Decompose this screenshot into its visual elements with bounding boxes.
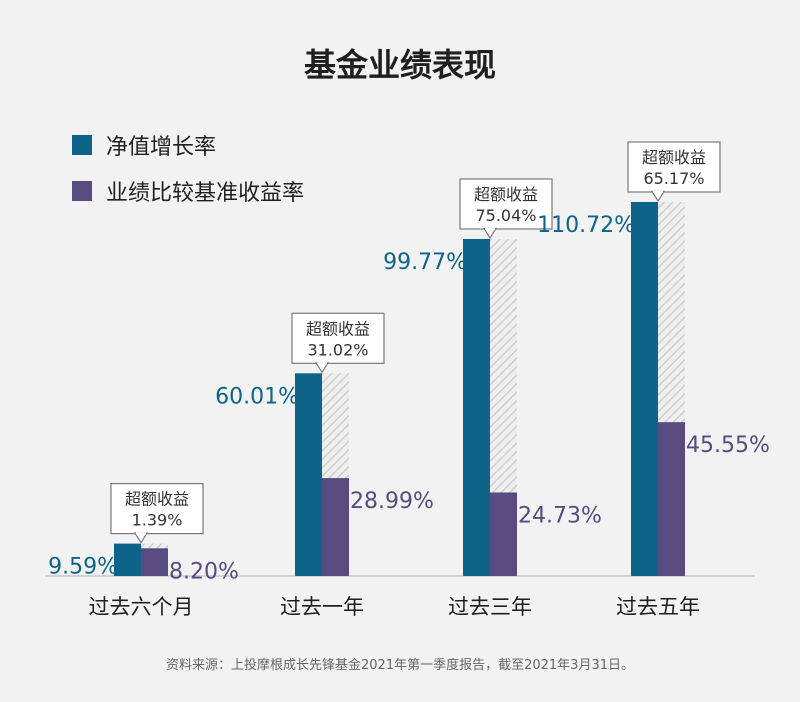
excess-callout-box (291, 312, 385, 364)
fund-value-label: 110.72% (537, 213, 635, 238)
excess-callout-title: 超额收益 (474, 185, 538, 204)
excess-hatch (658, 202, 685, 423)
fund-bar (463, 238, 490, 576)
fund-bar (114, 543, 141, 576)
fund-bar (295, 373, 322, 576)
excess-callout-title: 超额收益 (306, 319, 370, 338)
benchmark-bar (490, 492, 517, 576)
benchmark-bar (141, 548, 168, 576)
excess-callout-value: 65.17% (643, 169, 704, 188)
category-label: 过去六个月 (89, 595, 194, 619)
benchmark-value-label: 24.73% (518, 503, 602, 528)
legend-swatch-fund (72, 135, 92, 155)
excess-callout-value: 31.02% (307, 340, 368, 359)
excess-callout-title: 超额收益 (642, 148, 706, 167)
category-label: 过去五年 (616, 595, 700, 619)
excess-hatch (141, 543, 168, 549)
source-note: 资料来源：上投摩根成长先锋基金2021年第一季度报告，截至2021年3月31日。 (166, 658, 634, 673)
excess-callout-box (459, 178, 553, 230)
benchmark-bar (658, 422, 685, 576)
chart-title: 基金业绩表现 (303, 46, 496, 84)
fund-value-label: 99.77% (383, 250, 467, 275)
excess-callout-box (110, 483, 204, 535)
excess-hatch (322, 373, 349, 479)
legend: 净值增长率 业绩比较基准收益率 (72, 122, 304, 214)
excess-callout-box (627, 141, 721, 193)
benchmark-value-label: 45.55% (686, 433, 770, 458)
benchmark-value-label: 8.20% (169, 559, 239, 584)
fund-bar (631, 202, 658, 576)
benchmark-bar (322, 478, 349, 576)
category-label: 过去三年 (448, 595, 532, 619)
legend-swatch-benchmark (72, 181, 92, 201)
excess-hatch (490, 238, 517, 493)
excess-callout-value: 1.39% (132, 511, 183, 530)
legend-label-fund: 净值增长率 (106, 135, 217, 160)
benchmark-value-label: 28.99% (350, 489, 434, 514)
fund-value-label: 60.01% (215, 384, 299, 409)
legend-item-benchmark: 业绩比较基准收益率 (72, 168, 304, 214)
legend-label-benchmark: 业绩比较基准收益率 (106, 181, 305, 206)
fund-value-label: 9.59% (48, 555, 118, 580)
category-label: 过去一年 (280, 595, 364, 619)
legend-item-fund: 净值增长率 (72, 122, 304, 168)
excess-callout-title: 超额收益 (125, 490, 189, 509)
excess-callout-value: 75.04% (475, 206, 536, 225)
